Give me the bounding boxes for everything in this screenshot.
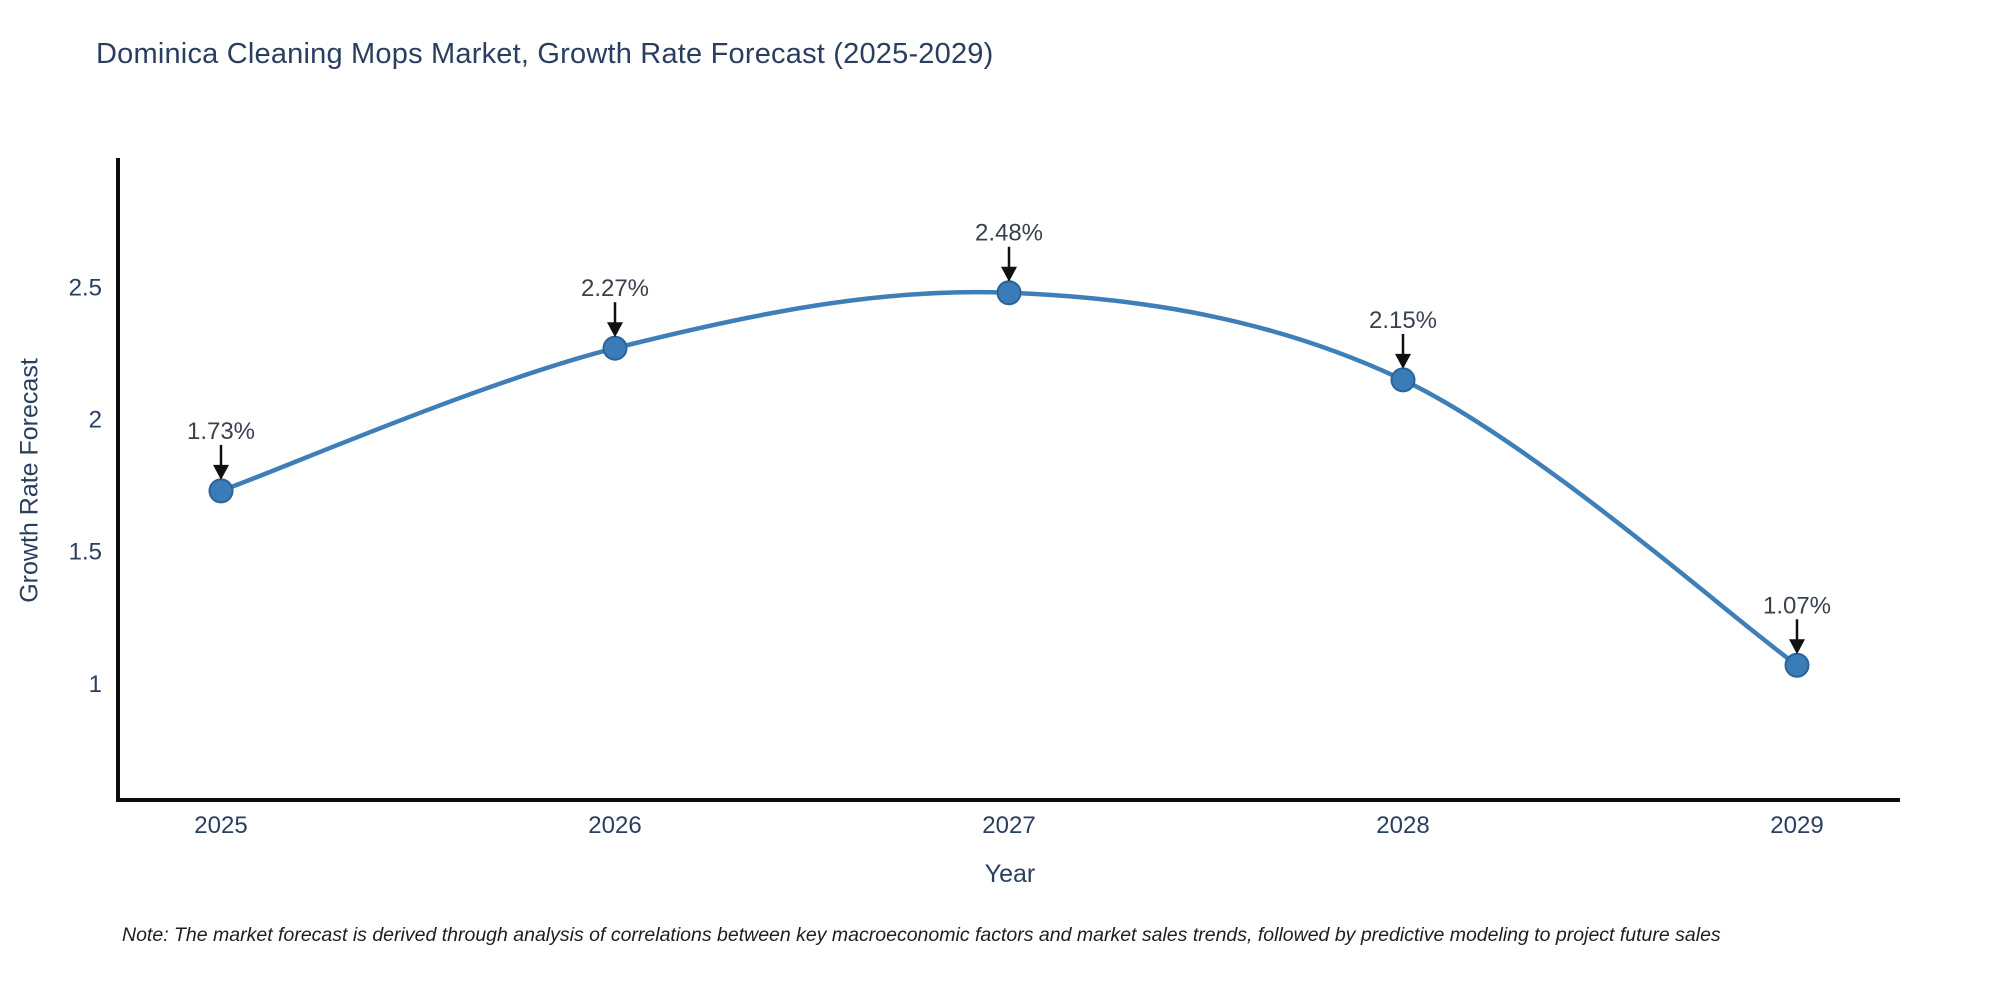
data-point-2025[interactable] (208, 478, 234, 504)
footnote: Note: The market forecast is derived thr… (122, 924, 1721, 946)
annotation-arrowhead-icon (607, 322, 623, 338)
data-point-label: 2.27% (581, 275, 649, 302)
data-point-2026[interactable] (602, 335, 628, 361)
data-point-label: 2.15% (1369, 307, 1437, 334)
annotation-arrowhead-icon (1001, 266, 1017, 282)
x-tick-label: 2026 (588, 812, 641, 839)
data-point-2029[interactable] (1784, 652, 1810, 678)
data-point-label: 1.73% (187, 418, 255, 445)
annotation-arrowhead-icon (1789, 639, 1805, 655)
annotation-arrowhead-icon (1395, 353, 1411, 369)
y-tick-label: 1 (89, 671, 102, 698)
x-tick-label: 2027 (982, 812, 1035, 839)
data-point-label: 1.07% (1763, 592, 1831, 619)
y-tick-label: 2.5 (69, 274, 102, 301)
data-point-2027[interactable] (996, 280, 1022, 306)
chart-title: Dominica Cleaning Mops Market, Growth Ra… (96, 38, 994, 70)
growth-rate-line[interactable] (218, 289, 1800, 668)
y-tick-label: 1.5 (69, 539, 102, 566)
data-point-label: 2.48% (975, 220, 1043, 247)
annotation-arrowhead-icon (213, 464, 229, 480)
x-axis-title: Year (984, 860, 1036, 888)
y-tick-label: 2 (89, 407, 102, 434)
x-tick-label: 2029 (1770, 812, 1823, 839)
x-tick-label: 2028 (1376, 812, 1429, 839)
y-axis-title: Growth Rate Forecast (15, 358, 44, 603)
data-point-2028[interactable] (1390, 367, 1416, 393)
x-tick-label: 2025 (194, 812, 247, 839)
